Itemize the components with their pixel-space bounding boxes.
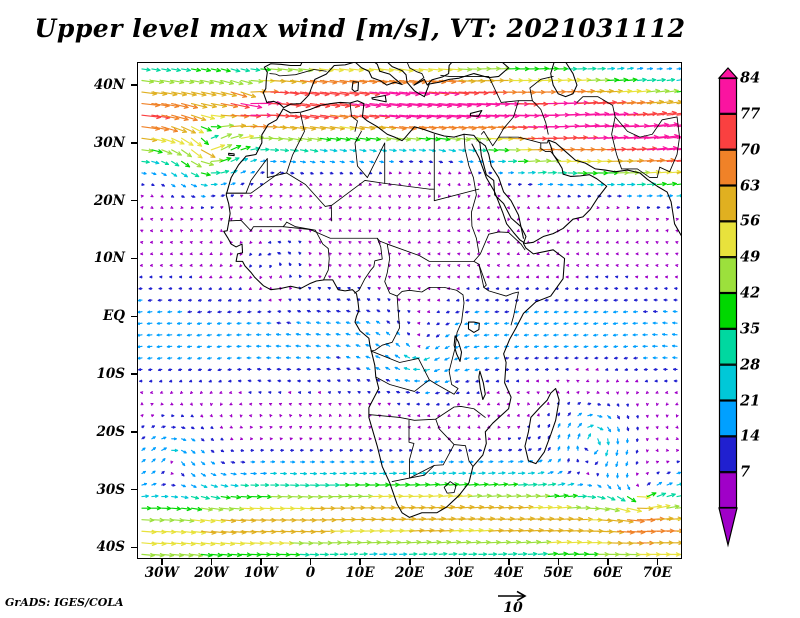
colorbar[interactable]: 7 14 21 28 35 42 49 56 63 70 77 84 [714,62,760,552]
x-tick-mark [260,559,262,565]
colorbar-tick-label: 56 [740,212,761,230]
x-tick-label: 40E [494,565,524,581]
x-tick-label: 20E [394,565,425,581]
y-tick-mark [131,431,137,433]
wind-vector-canvas [137,62,682,559]
vector-scale-reference: 10 [478,588,548,616]
colorbar-tick-label: 7 [740,463,751,481]
x-tick-mark [210,559,213,565]
x-tick-mark [557,559,560,565]
colorbar-tick-label: 28 [740,356,761,374]
y-tick-label: 20N [93,192,125,209]
colorbar-tick-label: 42 [740,284,761,302]
x-tick-label: 30E [444,565,474,581]
y-tick-label: 20S [96,423,125,440]
y-tick-label: EQ [102,308,125,325]
x-tick-mark [508,559,510,565]
grads-credit: GrADS: IGES/COLA [5,596,124,609]
x-tick-label: 60E [593,565,623,581]
x-tick-mark [409,559,411,565]
y-tick-label: 40N [93,77,125,94]
x-tick-label: 10E [345,565,375,581]
x-tick-mark [309,559,312,565]
colorbar-tick-label: 70 [740,141,761,159]
x-tick-mark [656,559,659,565]
x-tick-mark [458,559,461,565]
y-tick-mark [131,546,137,549]
y-tick-label: 40S [96,539,125,556]
y-tick-mark [131,199,137,202]
x-tick-mark [607,559,609,565]
x-tick-label: 30W [144,565,179,581]
x-tick-label: 70E [642,565,672,581]
y-tick-mark [131,488,137,491]
x-tick-label: 0 [305,565,316,581]
y-tick-mark [131,257,137,260]
y-tick-label: 30S [96,481,125,498]
y-tick-label: 10N [93,250,125,267]
x-tick-label: 50E [543,565,573,581]
colorbar-swatches [714,62,754,552]
y-tick-mark [131,373,137,375]
x-tick-label: 20W [194,565,229,581]
y-tick-mark [131,142,137,144]
x-tick-label: 10W [243,565,278,581]
y-tick-label: 30N [93,134,125,151]
colorbar-tick-label: 77 [740,105,761,123]
y-tick-label: 10S [96,366,125,383]
colorbar-tick-label: 49 [740,248,761,266]
colorbar-tick-label: 84 [740,69,761,87]
vector-scale-value: 10 [503,600,523,616]
arrow-right-icon [498,590,527,602]
colorbar-tick-label: 14 [740,427,761,445]
x-tick-mark [359,559,361,565]
map-plot-area [137,62,682,559]
x-tick-mark [161,559,163,565]
y-tick-mark [131,315,137,318]
page-title: Upper level max wind [m/s], VT: 20210311… [34,14,686,43]
colorbar-tick-label: 63 [740,177,761,194]
y-tick-mark [131,84,137,86]
colorbar-tick-label: 35 [740,320,761,338]
colorbar-tick-label: 21 [740,392,761,409]
